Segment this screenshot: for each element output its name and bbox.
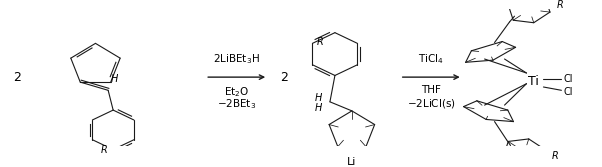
Text: R: R	[317, 37, 323, 47]
Text: Ti: Ti	[528, 75, 539, 88]
Text: R: R	[101, 145, 107, 155]
Text: 2: 2	[280, 71, 288, 84]
Text: $-$2LiCl(s): $-$2LiCl(s)	[407, 97, 456, 110]
Text: 2LiBEt$_3$H: 2LiBEt$_3$H	[213, 52, 260, 66]
Text: THF: THF	[421, 85, 441, 95]
Text: H: H	[111, 74, 119, 84]
Text: R: R	[551, 151, 558, 161]
Text: H: H	[315, 103, 322, 113]
Text: Li: Li	[347, 157, 356, 167]
Text: H: H	[315, 93, 322, 103]
Text: 2: 2	[13, 71, 20, 84]
Text: Cl: Cl	[563, 87, 573, 97]
Text: R: R	[556, 1, 563, 11]
Text: $-$2BEt$_3$: $-$2BEt$_3$	[217, 97, 256, 111]
Text: Et$_2$O: Et$_2$O	[224, 85, 249, 99]
Text: Cl: Cl	[563, 74, 573, 84]
Text: TiCl$_4$: TiCl$_4$	[418, 52, 444, 66]
